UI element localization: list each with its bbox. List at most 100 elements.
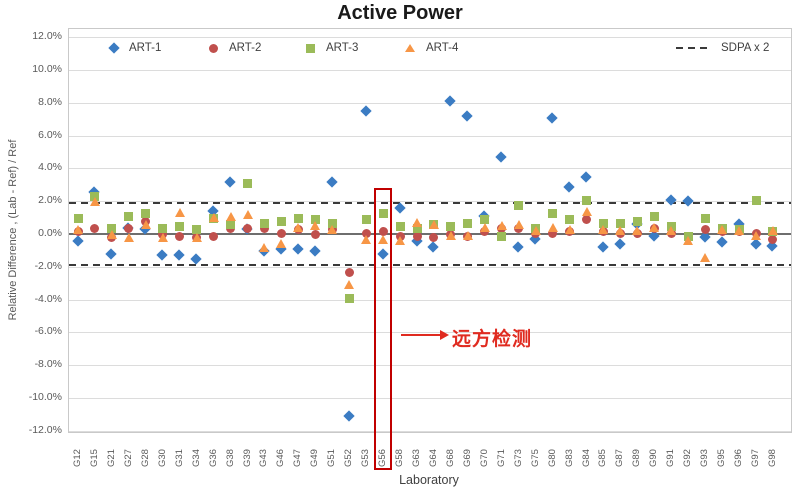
data-point-art-4	[496, 221, 507, 231]
data-point-art-4	[412, 218, 422, 228]
gridline	[69, 168, 791, 170]
gridline	[69, 70, 791, 71]
dashed-line-icon	[676, 47, 710, 49]
data-point-art-3	[378, 208, 388, 218]
x-tick-label: G98	[766, 449, 778, 467]
annotation-arrow	[401, 334, 441, 336]
legend-label: ART-4	[426, 42, 459, 54]
x-tick-label: G85	[597, 449, 609, 467]
x-tick-label: G96	[733, 449, 745, 467]
x-tick-label: G36	[207, 449, 219, 467]
data-point-art-4	[157, 232, 168, 242]
legend-item-sdpa: SDPA x 2	[676, 40, 769, 56]
y-tick-label: -6.0%	[34, 325, 62, 338]
x-tick-label: G43	[258, 449, 270, 467]
legend-label: ART-2	[229, 42, 262, 54]
x-tick-label: G68	[444, 449, 456, 467]
data-point-art-2	[429, 233, 439, 243]
y-tick-label: -8.0%	[34, 358, 62, 371]
y-tick-label: -10.0%	[28, 391, 62, 403]
x-tick-label: G87	[614, 449, 626, 467]
data-point-art-4	[225, 211, 236, 221]
y-tick-label: 8.0%	[38, 95, 62, 108]
x-tick-label: G80	[546, 449, 558, 467]
data-point-art-3	[649, 212, 659, 222]
x-tick-label: G75	[529, 449, 541, 467]
x-tick-label: G27	[122, 449, 134, 467]
triangle-icon	[405, 44, 415, 52]
data-point-art-3	[107, 223, 117, 233]
data-point-art-2	[209, 231, 219, 241]
data-point-art-4	[344, 280, 355, 290]
data-point-art-4	[767, 226, 778, 236]
data-point-art-4	[106, 229, 117, 239]
legend-item-art-1: ART-1	[108, 40, 161, 56]
data-point-art-4	[717, 224, 728, 234]
data-point-art-2	[259, 223, 269, 233]
x-tick-label: G30	[156, 449, 168, 467]
data-point-art-3	[243, 179, 252, 189]
data-point-art-4	[581, 206, 592, 216]
data-point-art-2	[344, 267, 354, 277]
y-tick-label: 12.0%	[32, 30, 62, 43]
y-tick-label: -4.0%	[34, 292, 62, 305]
data-point-art-3	[412, 223, 422, 233]
x-tick-label: G95	[716, 449, 728, 467]
data-point-art-4	[734, 226, 745, 236]
data-point-art-3	[344, 294, 354, 304]
x-tick-label: G63	[411, 449, 422, 467]
data-point-art-4	[683, 236, 694, 246]
x-tick-label: G51	[326, 449, 338, 467]
data-point-art-3	[751, 195, 761, 205]
data-point-art-4	[666, 226, 677, 236]
data-point-art-3	[497, 231, 507, 241]
data-point-art-4	[530, 226, 541, 236]
data-point-art-4	[700, 252, 711, 262]
data-point-art-3	[141, 208, 151, 218]
data-point-art-3	[73, 213, 83, 223]
data-point-art-3	[175, 221, 185, 231]
data-point-art-4	[547, 223, 558, 233]
y-tick-label: 10.0%	[32, 63, 62, 75]
data-point-art-4	[327, 224, 338, 234]
data-point-art-2	[378, 226, 388, 236]
data-point-art-3	[446, 221, 456, 231]
x-tick-label: G92	[682, 449, 694, 467]
sdpa-reference-line	[69, 201, 791, 204]
x-tick-label: G39	[241, 449, 253, 467]
data-point-art-3	[192, 225, 202, 235]
y-tick-label: 0.0%	[38, 227, 62, 239]
x-tick-label: G52	[343, 449, 355, 467]
x-tick-label: G71	[495, 449, 507, 467]
gridline	[69, 135, 791, 137]
data-point-art-3	[632, 217, 642, 227]
gridline	[69, 299, 791, 301]
data-point-art-4	[293, 223, 304, 233]
data-point-art-3	[463, 218, 473, 228]
data-point-art-3	[327, 218, 337, 228]
data-point-art-4	[89, 196, 100, 206]
x-tick-label: G28	[139, 449, 151, 467]
data-point-art-2	[90, 223, 100, 233]
data-point-art-4	[445, 231, 456, 241]
circle-icon	[209, 43, 218, 53]
x-tick-label: G91	[665, 449, 677, 467]
data-point-art-4	[462, 231, 473, 241]
data-point-art-4	[598, 224, 609, 234]
x-tick-label: G64	[427, 449, 439, 467]
legend-label: ART-3	[326, 42, 359, 54]
data-point-art-4	[513, 219, 524, 229]
y-tick-label: 6.0%	[38, 128, 62, 141]
data-point-art-4	[140, 219, 151, 229]
sdpa-reference-line	[69, 264, 791, 267]
data-point-art-3	[276, 217, 286, 227]
data-point-art-4	[615, 226, 626, 236]
legend-item-art-3: ART-3	[306, 40, 358, 56]
data-point-art-3	[395, 221, 405, 231]
data-point-art-4	[191, 232, 202, 242]
y-tick-label: 2.0%	[38, 194, 62, 207]
gridline	[69, 37, 791, 39]
legend-label: SDPA x 2	[721, 42, 770, 54]
data-point-art-4	[564, 224, 575, 234]
